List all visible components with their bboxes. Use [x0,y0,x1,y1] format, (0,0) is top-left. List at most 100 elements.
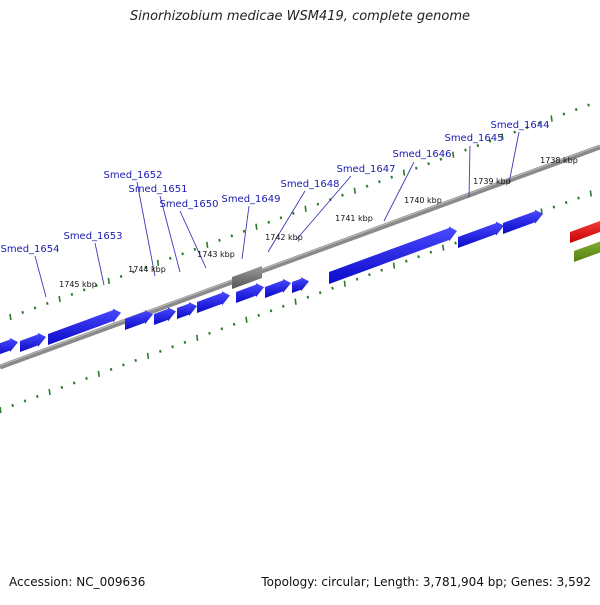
gene-callout-line [267,190,306,253]
scale-tick-lower [294,298,297,305]
scale-tick-lower [85,376,88,380]
scale-tick [341,193,344,197]
scale-tick [439,157,443,161]
gene-label: Smed_1652 [103,170,162,181]
scale-label: 1738 kbp [540,156,578,165]
gene-callout-line [179,210,207,269]
scale-tick-lower [368,273,371,277]
gene-label: Smed_1646 [392,149,451,160]
scale-tick [488,139,492,143]
scale-tick-lower [35,394,39,399]
scale-tick [587,103,590,107]
scale-tick-lower [577,196,580,200]
scale-tick [255,223,258,230]
gene-label: Smed_1648 [280,179,339,190]
scale-tick [316,202,320,206]
scale-tick-lower [232,322,236,326]
scale-tick [279,216,283,220]
gene-callout-line [468,145,471,198]
gene-callout-line [241,205,250,260]
scale-tick [378,180,381,184]
scale-tick [365,184,369,188]
scale-tick-lower [60,385,64,390]
scale-tick-lower [122,363,125,367]
scale-tick [427,162,430,166]
gene-callout-line [136,181,156,277]
scale-tick [82,288,86,292]
gene-label: Smed_1654 [0,244,59,255]
scale-tick-lower [208,331,211,335]
gene-red [570,220,600,243]
scale-tick-lower [257,313,261,317]
gene-other [232,265,262,289]
scale-tick [501,133,504,140]
scale-tick-lower [343,280,346,287]
scale-tick-lower [404,259,408,263]
gene-arrow [265,278,291,298]
scale-tick [58,295,61,303]
accession-text: Accession: NC_009636 [9,575,146,589]
gene-label: Smed_1645 [444,133,503,144]
scale-tick [144,265,148,269]
gene-label: Smed_1647 [336,164,395,175]
scale-tick-lower [417,255,420,259]
scale-tick-lower [0,406,2,414]
scale-tick-lower [380,268,384,272]
scale-label: 1743 kbp [197,250,235,259]
gene-label: Smed_1651 [128,184,187,195]
scale-tick-lower [245,316,248,323]
gene-arrow [20,332,46,352]
gene-arrow [197,291,230,313]
scale-tick-lower [442,244,445,251]
scale-tick [304,205,307,212]
scale-tick [513,130,517,134]
topology-text: Topology: circular; Length: 3,781,904 bp… [261,575,591,589]
scale-tick-lower [171,345,174,349]
gene-callout-line [383,161,415,222]
scale-tick [537,121,541,125]
scale-tick-lower [552,205,556,209]
gene-label: Smed_1653 [63,231,122,242]
gene-arrow [48,308,121,345]
scale-label: 1745 kbp [59,280,97,289]
scale-tick-lower [306,295,310,299]
gene-arrow [458,221,504,248]
scale-tick-lower [72,381,76,385]
scale-tick [562,112,566,116]
gene-arrow [236,283,264,303]
scale-tick [291,211,295,215]
gene-arrow [0,337,18,355]
scale-tick-lower [269,309,273,313]
scale-tick [230,234,234,238]
gene-arrow [177,302,197,319]
gene-arrow [154,307,176,325]
scale-tick [206,241,209,248]
scale-tick-lower [281,304,285,308]
scale-tick [525,126,529,130]
gene-arrow [329,226,457,284]
gene-label: Smed_1649 [221,194,280,205]
scale-tick [414,166,418,170]
gene-arrow [125,310,153,330]
scale-tick-lower [355,277,359,281]
gene-callout-line [34,255,47,298]
scale-tick [95,283,98,287]
scale-tick [218,238,221,242]
scale-tick-lower [11,403,15,408]
scale-tick [193,247,197,251]
scale-tick-lower [196,334,199,341]
scale-tick-lower [392,262,396,269]
scale-tick-lower [220,327,224,331]
scale-tick [21,310,25,315]
scale-tick [452,151,455,158]
scale-tick-lower [331,286,334,290]
scale-tick-lower [23,399,27,403]
gene-callout-line [295,175,352,241]
gene-arrow [292,277,309,293]
scale-tick-lower [429,250,433,254]
gene-callout-line [508,131,520,184]
scale-label: 1744 kbp [128,265,166,274]
scale-tick [464,148,467,152]
scale-tick-lower [318,291,322,295]
